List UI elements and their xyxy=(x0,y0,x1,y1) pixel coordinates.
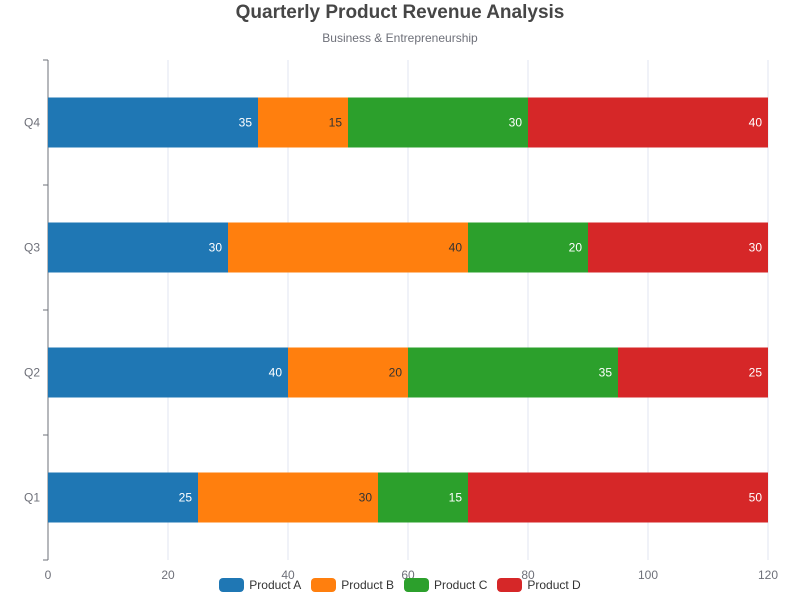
x-tick-label: 80 xyxy=(521,568,535,582)
bar-segment xyxy=(48,347,288,398)
bar-segment xyxy=(48,222,228,273)
y-tick-label: Q3 xyxy=(24,241,40,255)
bar-segment xyxy=(378,472,468,523)
bar-segment xyxy=(48,472,198,523)
y-tick-label: Q2 xyxy=(24,366,40,380)
legend-swatch xyxy=(497,578,523,592)
x-tick-label: 20 xyxy=(161,568,175,582)
legend-swatch xyxy=(311,578,337,592)
bar-segment xyxy=(228,222,468,273)
data-label: 35 xyxy=(599,366,613,380)
chart-title: Quarterly Product Revenue Analysis xyxy=(235,2,565,23)
legend-swatch xyxy=(219,578,245,592)
data-label: 15 xyxy=(329,116,343,130)
legend-swatch xyxy=(404,578,429,592)
legend-item-product-d[interactable]: Product D xyxy=(497,578,581,592)
data-label: 50 xyxy=(749,491,763,505)
y-tick-label: Q4 xyxy=(24,116,40,130)
x-tick-label: 120 xyxy=(758,568,778,582)
bar-segment xyxy=(258,97,348,148)
bar-segment xyxy=(468,222,588,273)
data-label: 40 xyxy=(449,241,463,255)
x-tick-label: 40 xyxy=(281,568,295,582)
bar-segment xyxy=(348,97,528,148)
data-label: 25 xyxy=(179,491,193,505)
data-label: 30 xyxy=(749,241,763,255)
data-label: 40 xyxy=(269,366,283,380)
data-label: 30 xyxy=(359,491,373,505)
x-tick-label: 100 xyxy=(638,568,658,582)
data-label: 30 xyxy=(209,241,223,255)
bar-segment xyxy=(528,97,768,148)
legend-item-product-c[interactable]: Product C xyxy=(404,578,487,592)
data-label: 30 xyxy=(509,116,523,130)
legend: Product A Product B Product C Product D xyxy=(0,578,800,592)
legend-label: Product D xyxy=(527,578,581,592)
bar-segment xyxy=(588,222,768,273)
data-label: 35 xyxy=(239,116,253,130)
bar-segment xyxy=(288,347,408,398)
legend-item-product-b[interactable]: Product B xyxy=(311,578,394,592)
legend-label: Product B xyxy=(341,578,394,592)
bar-segment xyxy=(408,347,618,398)
legend-label: Product A xyxy=(249,578,302,592)
data-label: 20 xyxy=(389,366,403,380)
bar-segment xyxy=(198,472,378,523)
chart-subtitle: Business & Entrepreneurship xyxy=(322,31,478,45)
bar-segment xyxy=(468,472,768,523)
data-label: 40 xyxy=(749,116,763,130)
data-label: 15 xyxy=(449,491,463,505)
y-tick-label: Q1 xyxy=(24,491,40,505)
x-tick-label: 0 xyxy=(45,568,52,582)
bar-segment xyxy=(48,97,258,148)
data-label: 20 xyxy=(569,241,583,255)
data-label: 25 xyxy=(749,366,763,380)
legend-item-product-a[interactable]: Product A xyxy=(219,578,301,592)
bar-segment xyxy=(618,347,768,398)
legend-label: Product C xyxy=(434,578,488,592)
